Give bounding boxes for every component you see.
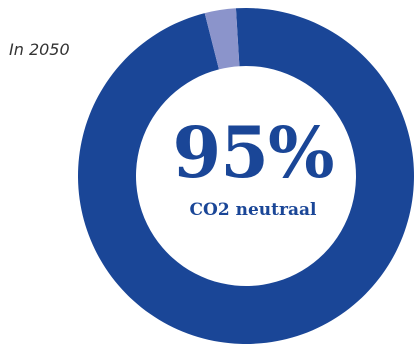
percentage-value: 95% — [172, 111, 335, 194]
caption-co2-neutraal: CO2 neutraal — [189, 200, 317, 220]
slice-remainder — [204, 8, 240, 70]
donut-slices — [78, 7, 415, 344]
slice-co2-neutraal — [78, 7, 415, 344]
year-label: In 2050 — [9, 40, 70, 59]
